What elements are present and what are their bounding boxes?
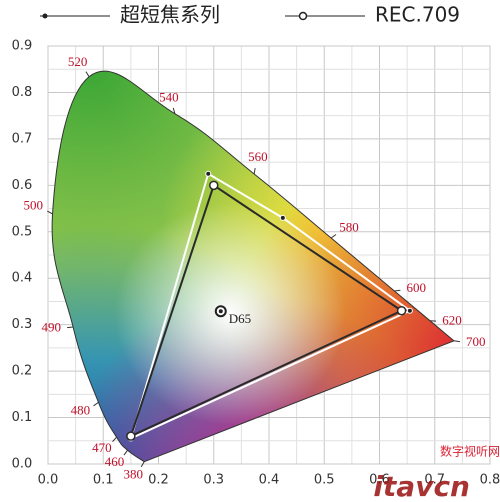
wavelength-tick bbox=[67, 326, 74, 329]
legend-marker bbox=[42, 13, 48, 19]
wavelength-tick bbox=[453, 340, 460, 343]
y-tick-label: 0.7 bbox=[12, 131, 33, 146]
gamut-point bbox=[205, 170, 212, 177]
legend-marker bbox=[298, 11, 308, 21]
wavelength-label: 620 bbox=[442, 313, 462, 328]
white-point-dot bbox=[218, 309, 223, 314]
x-tick-label: 0.6 bbox=[369, 473, 390, 488]
y-tick-label: 0.0 bbox=[12, 457, 33, 472]
gamut-line bbox=[129, 183, 404, 439]
wavelength-label: 460 bbox=[105, 454, 125, 469]
x-tick-label: 0.4 bbox=[259, 473, 280, 488]
gamut-fill bbox=[52, 71, 454, 462]
wavelength-tick bbox=[47, 210, 53, 215]
x-tick-label: 0.7 bbox=[424, 473, 445, 488]
legend-label: 超短焦系列 bbox=[120, 3, 220, 27]
wavelength-label: 500 bbox=[23, 197, 43, 212]
y-tick-label: 0.5 bbox=[12, 224, 33, 239]
wavelength-tick bbox=[85, 71, 90, 78]
wavelength-tick bbox=[330, 234, 337, 239]
gamut-point bbox=[396, 305, 407, 316]
x-tick-label: 0.8 bbox=[480, 473, 500, 488]
gamut-point bbox=[209, 180, 219, 191]
x-tick-label: 0.0 bbox=[38, 473, 59, 488]
legend: 超短焦系列 REC.709 bbox=[40, 3, 460, 27]
wavelength-tick bbox=[394, 289, 401, 292]
wavelength-tick bbox=[172, 107, 176, 114]
wavelength-tick bbox=[112, 436, 117, 442]
watermark-sub: 数字视听网 bbox=[440, 444, 500, 459]
wavelength-label: 560 bbox=[248, 149, 268, 164]
wavelength-label: 600 bbox=[407, 280, 427, 295]
y-tick-label: 0.6 bbox=[12, 178, 33, 193]
wavelength-label: 490 bbox=[41, 320, 61, 335]
wavelength-label: 520 bbox=[68, 54, 88, 69]
white-point-label: D65 bbox=[229, 311, 251, 326]
wavelength-tick bbox=[93, 401, 99, 407]
wavelength-label: 480 bbox=[71, 402, 91, 417]
wavelength-tick bbox=[123, 449, 128, 456]
y-tick-label: 0.2 bbox=[12, 364, 33, 379]
x-tick-label: 0.5 bbox=[314, 473, 335, 488]
x-tick-label: 0.3 bbox=[203, 473, 224, 488]
gamut-point bbox=[279, 214, 286, 221]
spectral-locus bbox=[51, 70, 455, 463]
wavelength-tick bbox=[140, 461, 145, 468]
wavelength-label: 470 bbox=[92, 440, 112, 455]
watermark: itavcn bbox=[373, 470, 470, 502]
y-tick-label: 0.3 bbox=[12, 317, 33, 332]
legend-label: REC.709 bbox=[375, 3, 460, 27]
y-tick-label: 0.4 bbox=[12, 271, 33, 286]
gamut-point bbox=[126, 431, 136, 441]
y-tick-label: 0.8 bbox=[12, 85, 33, 100]
wavelength-tick bbox=[253, 167, 256, 175]
y-tick-label: 0.1 bbox=[12, 410, 33, 425]
y-tick-label: 0.9 bbox=[12, 39, 33, 54]
wavelength-label: 380 bbox=[124, 467, 144, 482]
x-tick-label: 0.1 bbox=[93, 473, 114, 488]
wavelength-label: 580 bbox=[339, 220, 359, 235]
gamut-point bbox=[406, 307, 413, 314]
wavelength-label: 540 bbox=[159, 89, 179, 104]
wavelength-label: 700 bbox=[466, 334, 486, 349]
x-tick-label: 0.2 bbox=[148, 473, 169, 488]
